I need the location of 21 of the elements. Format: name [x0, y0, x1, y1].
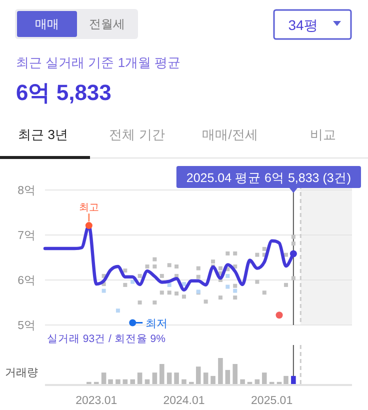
ytick: 8억: [18, 185, 36, 197]
xtick: 2023.01: [76, 395, 118, 407]
ytick: 6억: [18, 275, 36, 287]
ui-text: 매매: [35, 17, 59, 31]
ui-text: 34평: [288, 17, 318, 33]
annotation: 2025.04 평균 6억 5,833 (3건): [186, 171, 351, 185]
ylabel: 거래량: [5, 367, 38, 379]
ytick: 7억: [18, 230, 36, 242]
xtick: 2024.01: [163, 395, 205, 407]
ui-text: 최근 실거래 기준 1개월 평균: [16, 55, 181, 70]
ui-text: 비교: [310, 127, 336, 142]
ui-text: 전체 기간: [109, 127, 165, 142]
ytick: 5억: [18, 320, 36, 332]
ui-text: 6억 5,833: [16, 80, 112, 105]
ui-text: 전월세: [89, 17, 125, 31]
annotation: 실거래 93건 / 회전율 9%: [47, 333, 166, 345]
ui-text: 매매/전세: [202, 127, 258, 142]
ui-text: 최근 3년: [18, 127, 68, 142]
xtick: 2025.01: [251, 395, 293, 407]
annotation: 최저: [146, 318, 168, 330]
annotation: 최고: [78, 202, 99, 214]
